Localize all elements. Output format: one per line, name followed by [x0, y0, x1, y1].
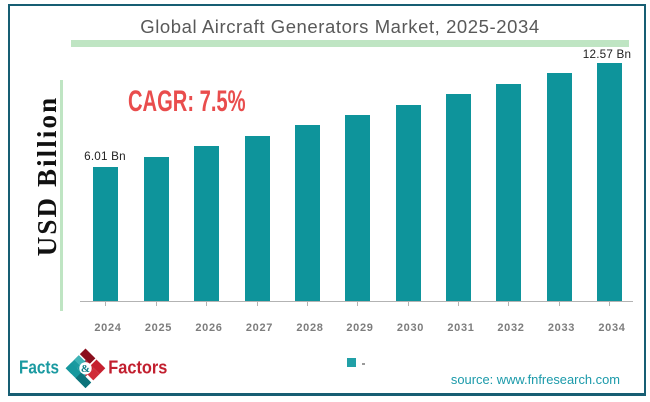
svg-text:Facts: Facts — [19, 356, 59, 377]
svg-text:Factors: Factors — [108, 356, 167, 377]
svg-text:&: & — [81, 363, 90, 375]
